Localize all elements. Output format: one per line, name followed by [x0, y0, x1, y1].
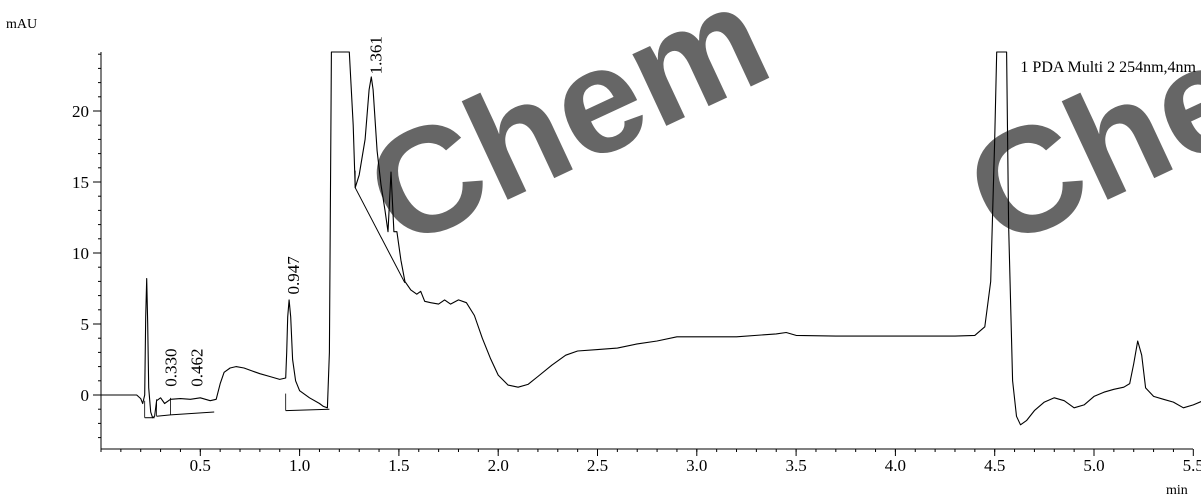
- integration-baseline: [170, 411, 215, 416]
- x-tick-label: 3.5: [785, 456, 806, 475]
- y-tick-label: 20: [72, 102, 89, 121]
- axis-ticks: 0.5 1.0 1.5 2.0 2.5 3.0 3.5 4.0 4.5 5.0 5.5 0 5 10 15 2…: [72, 53, 1201, 475]
- plot-axes: [100, 52, 1193, 450]
- x-tick-label: 1.0: [289, 456, 310, 475]
- watermark-text: Chem: [943, 0, 1201, 279]
- x-axis-unit-label: min: [1166, 483, 1188, 498]
- chromatogram-trace: [101, 51, 1201, 426]
- x-tick-label: 1.5: [388, 456, 409, 475]
- y-tick-label: 10: [72, 244, 89, 263]
- x-tick-label: 2.0: [488, 456, 509, 475]
- peak-label: 0.462: [188, 348, 207, 386]
- watermark-text: Chem: [343, 0, 792, 279]
- x-tick-label: 4.0: [885, 456, 906, 475]
- y-tick-label: 15: [72, 173, 89, 192]
- x-tick-label: 2.5: [587, 456, 608, 475]
- y-tick-label: 0: [81, 386, 90, 405]
- integration-baseline: [354, 187, 406, 284]
- peak-labels: 0.330 0.462 0.947 1.361: [162, 36, 386, 387]
- x-tick-label: 0.5: [190, 456, 211, 475]
- x-tick-label: 5.0: [1083, 456, 1104, 475]
- integration-baseline: [156, 414, 171, 417]
- y-axis-unit-label: mAU: [6, 17, 37, 32]
- peak-label: 0.947: [284, 256, 303, 295]
- watermark-logo: Chem Chem: [343, 0, 1201, 279]
- peak-label: 0.330: [162, 348, 181, 386]
- x-tick-label: 4.5: [984, 456, 1005, 475]
- integration-baseline: [285, 408, 330, 412]
- integration-baselines: [144, 170, 406, 419]
- y-tick-label: 5: [81, 315, 90, 334]
- trace-label: 1 PDA Multi 2 254nm,4nm: [1020, 59, 1196, 76]
- x-tick-label: 5.5: [1183, 456, 1201, 475]
- peak-label: 1.361: [366, 36, 385, 74]
- x-tick-label: 3.0: [686, 456, 707, 475]
